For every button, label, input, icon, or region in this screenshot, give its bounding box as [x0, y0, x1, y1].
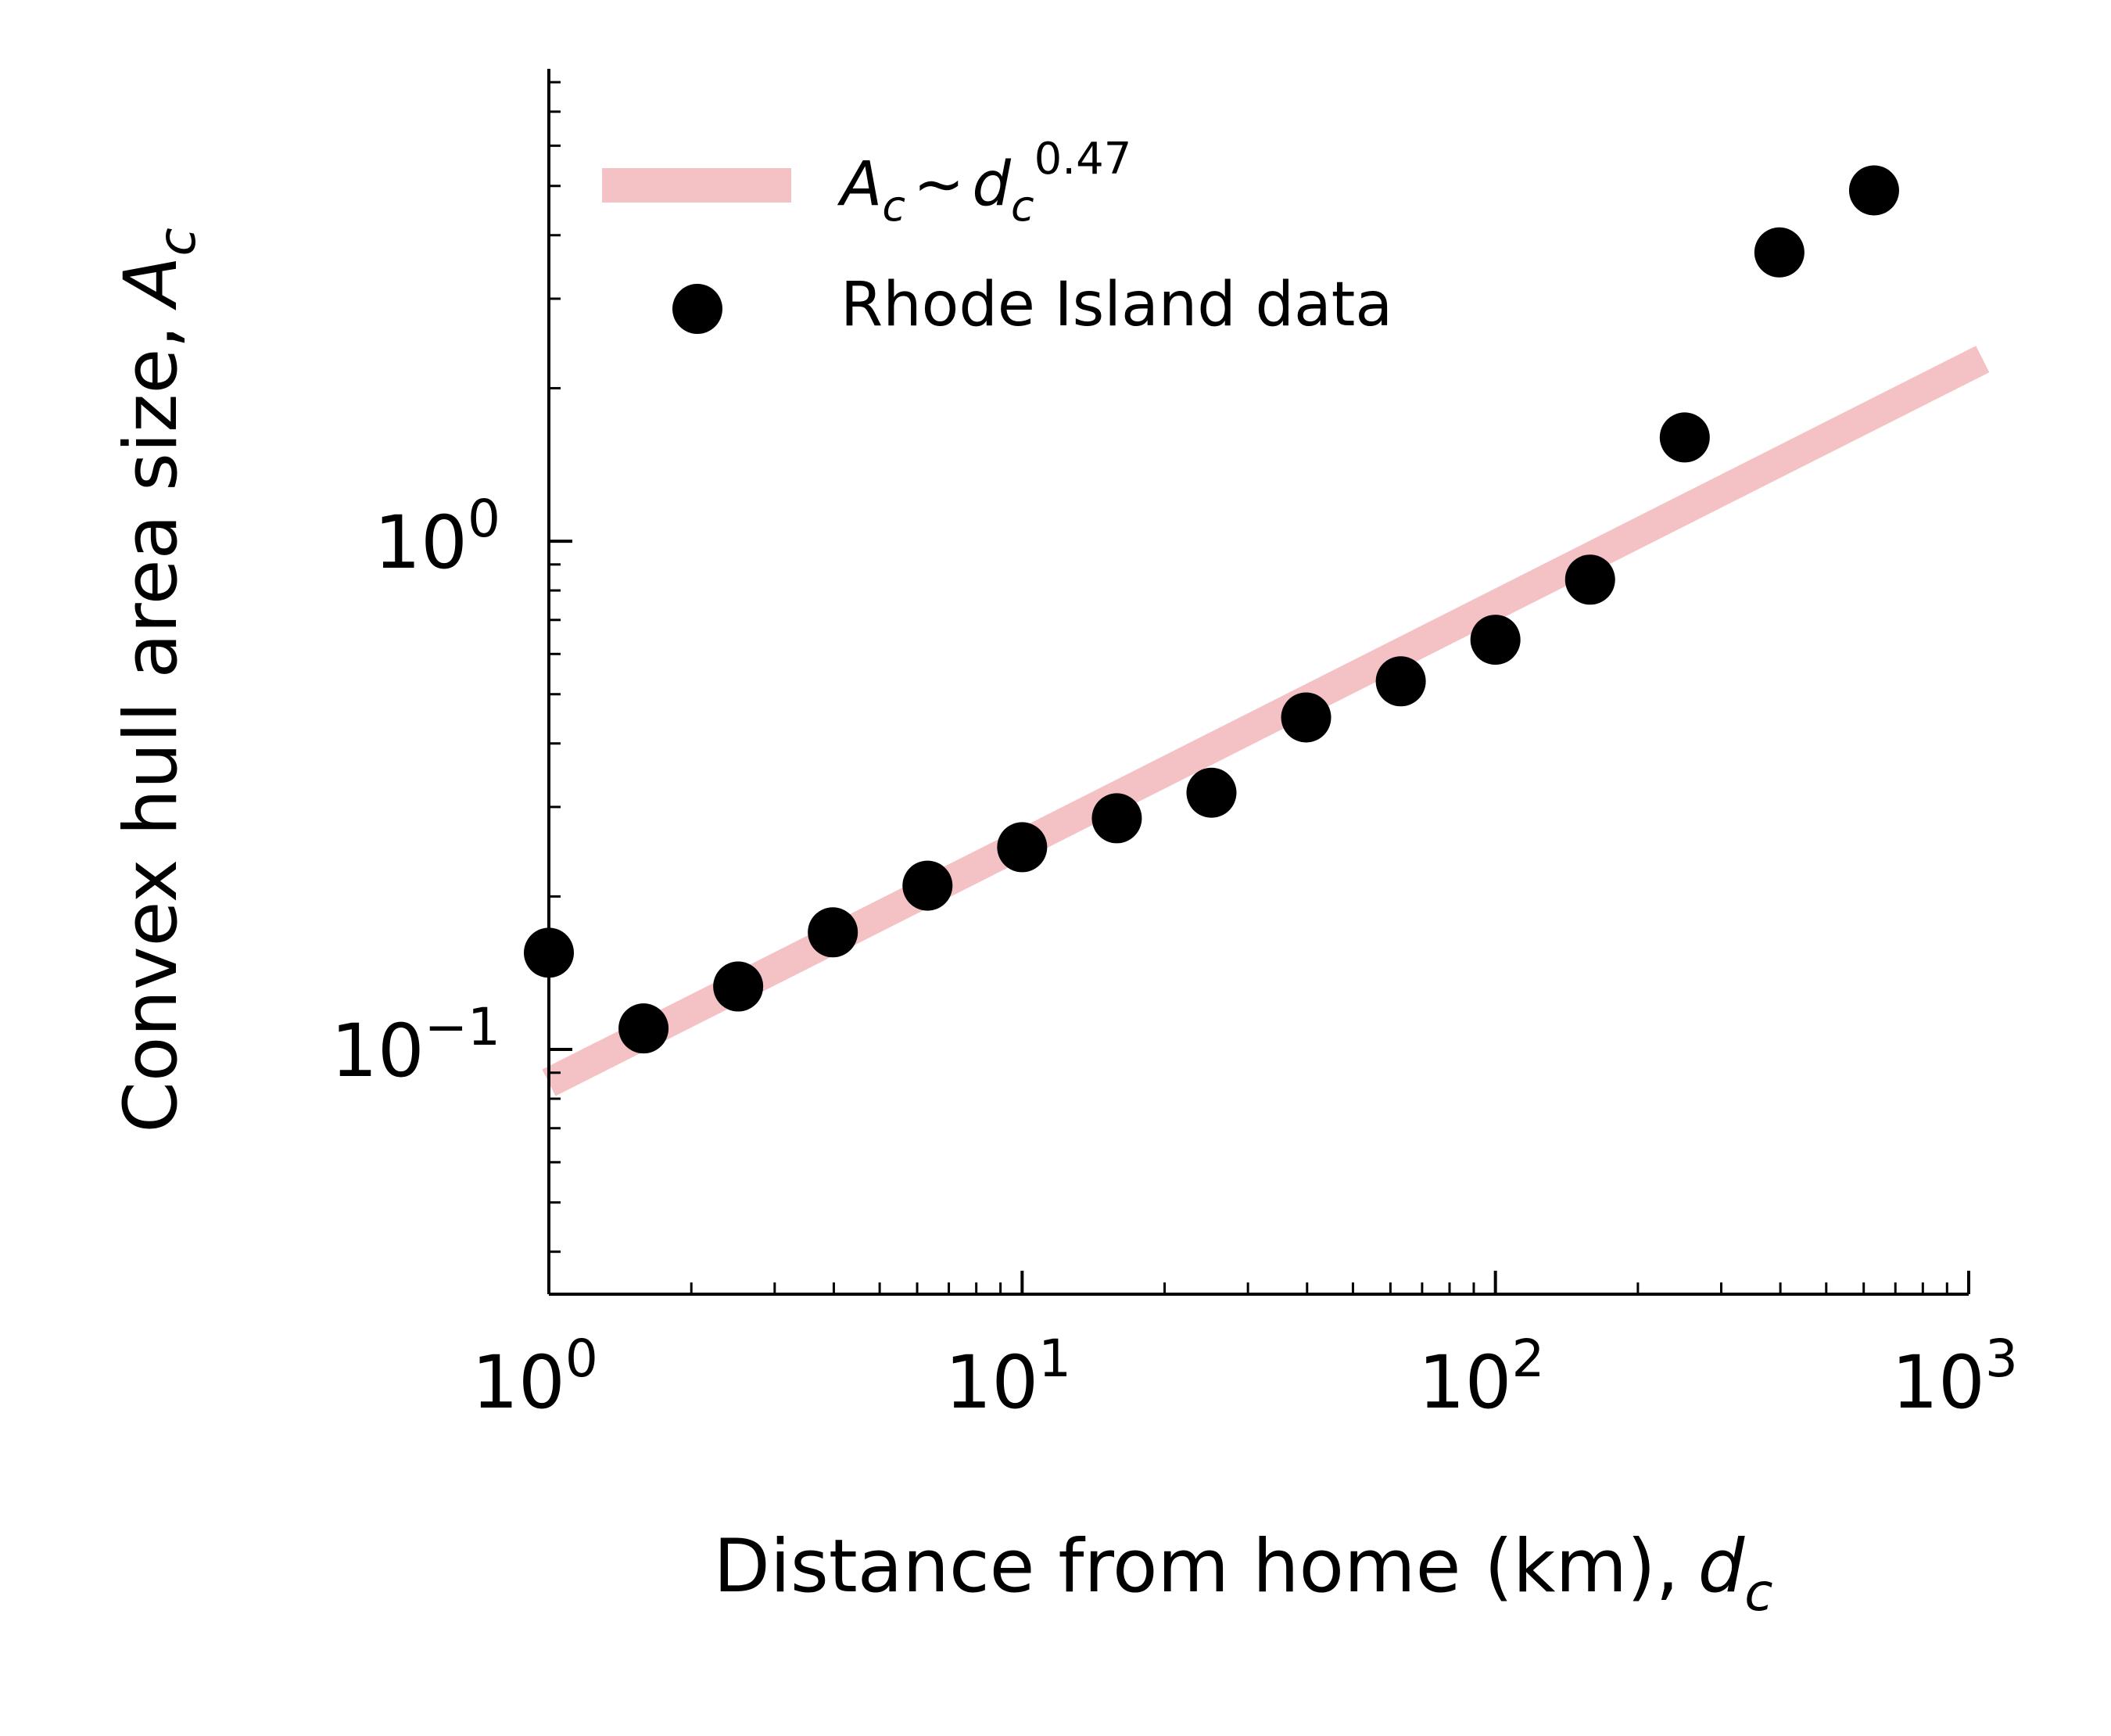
data-point: [1281, 692, 1331, 743]
fit-line: [542, 346, 1990, 1096]
legend-fit-label: Ac ∼ dc0.47: [837, 134, 1131, 231]
fit-line-layer: [542, 346, 1990, 1096]
data-point: [1848, 165, 1899, 216]
data-points-layer: [524, 165, 1899, 1054]
x-tick-label: 100: [471, 1329, 598, 1426]
data-point: [1470, 615, 1521, 665]
data-point: [713, 961, 764, 1012]
data-point: [1091, 793, 1142, 844]
data-point: [1564, 554, 1615, 605]
y-axis-title: Convex hull area size,Ac: [109, 228, 207, 1133]
data-point: [1375, 656, 1426, 707]
data-point: [808, 907, 858, 958]
y-tick-label: 100: [374, 489, 500, 586]
x-tick-label: 101: [945, 1329, 1072, 1426]
data-point: [1754, 227, 1805, 278]
legend-data-label: Rhode Island data: [840, 270, 1392, 340]
legend: Ac ∼ dc0.47 Rhode Island data: [602, 134, 1392, 340]
x-axis-title: Distance from home (km), dc: [713, 1524, 1772, 1623]
tick-labels-layer: 100 101 102 103 10−1 100: [331, 489, 2018, 1426]
x-tick-label: 103: [1891, 1329, 2018, 1426]
data-point: [902, 860, 953, 911]
axes-layer: [547, 69, 1969, 1296]
data-point: [618, 1003, 669, 1054]
data-point: [1659, 412, 1710, 463]
data-point: [1186, 767, 1237, 818]
ticks-layer: [547, 81, 1970, 1294]
y-tick-label: 10−1: [331, 997, 500, 1094]
legend-point-marker: [672, 284, 722, 334]
data-point: [997, 822, 1048, 873]
x-tick-label: 102: [1418, 1329, 1545, 1426]
